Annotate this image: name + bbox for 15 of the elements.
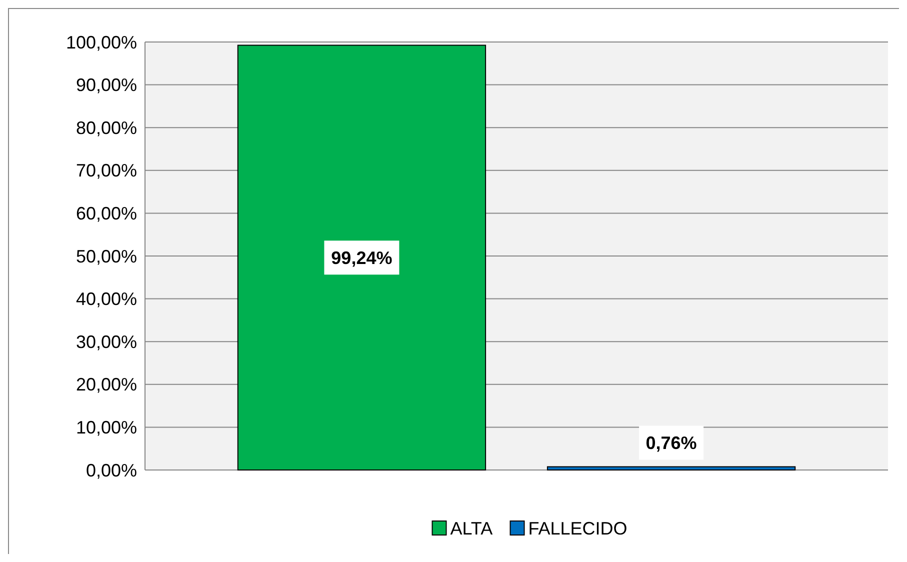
legend-label: ALTA <box>450 518 493 538</box>
legend-label: FALLECIDO <box>528 518 628 538</box>
y-tick-label: 30,00% <box>76 332 137 352</box>
y-tick-label: 50,00% <box>76 246 137 266</box>
y-tick-label: 60,00% <box>76 204 137 224</box>
y-tick-label: 0,00% <box>86 460 137 480</box>
y-tick-label: 100,00% <box>66 32 137 52</box>
y-tick-label: 20,00% <box>76 374 137 395</box>
data-label: 0,76% <box>646 433 697 454</box>
y-tick-label: 40,00% <box>76 289 137 310</box>
y-tick-label: 90,00% <box>76 75 137 96</box>
y-tick-label: 80,00% <box>76 118 137 138</box>
data-label: 99,24% <box>331 248 392 268</box>
y-tick-label: 70,00% <box>76 160 137 181</box>
y-tick-label: 10,00% <box>76 418 137 438</box>
